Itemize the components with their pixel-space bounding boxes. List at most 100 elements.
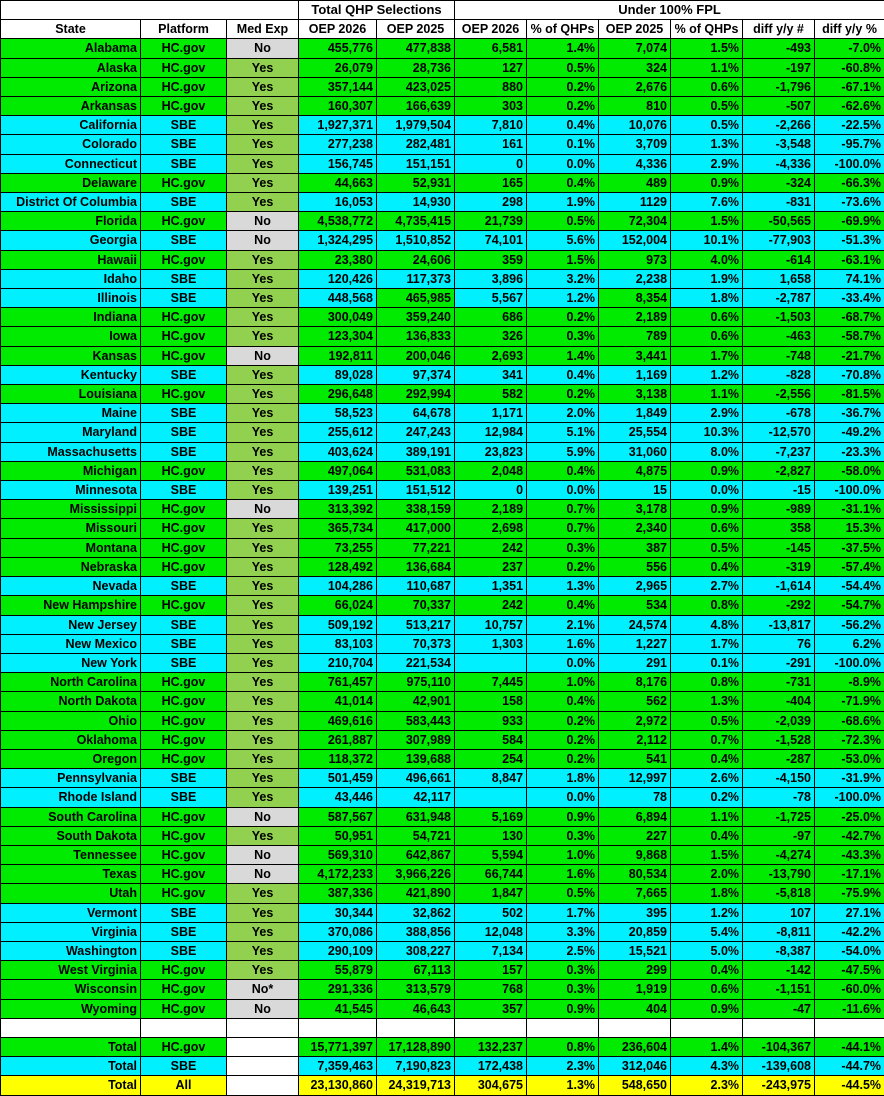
cell-tot2025[interactable]: 54,721 [377, 826, 455, 845]
cell-tot2025[interactable]: 139,688 [377, 749, 455, 768]
cell-diffpct[interactable]: -33.4% [815, 289, 884, 308]
cell-pct2026[interactable]: 0.0% [527, 481, 599, 500]
cell-diffnum[interactable]: -2,556 [743, 385, 815, 404]
cell-pct2026[interactable]: 1.4% [527, 346, 599, 365]
cell-fpl2026[interactable]: 1,303 [455, 634, 527, 653]
cell-fpl2026[interactable]: 132,237 [455, 1037, 527, 1056]
cell-medexp[interactable]: Yes [227, 884, 299, 903]
cell-diffnum[interactable]: -4,150 [743, 769, 815, 788]
cell-diffnum[interactable]: -5,818 [743, 884, 815, 903]
cell-pct2026[interactable]: 0.7% [527, 500, 599, 519]
cell-tot2025[interactable]: 975,110 [377, 673, 455, 692]
cell-platform[interactable]: SBE [141, 903, 227, 922]
cell-fpl2025[interactable]: 534 [599, 596, 671, 615]
cell-fpl2025[interactable]: 236,604 [599, 1037, 671, 1056]
cell-diffnum[interactable]: -1,151 [743, 980, 815, 999]
cell-tot2025[interactable]: 531,083 [377, 461, 455, 480]
cell-tot2025[interactable]: 389,191 [377, 442, 455, 461]
cell-tot2026[interactable]: 15,771,397 [299, 1037, 377, 1056]
cell-state[interactable]: Oklahoma [1, 730, 141, 749]
cell-state[interactable]: Arizona [1, 77, 141, 96]
cell-fpl2025[interactable]: 2,965 [599, 577, 671, 596]
cell-diffnum[interactable]: 76 [743, 634, 815, 653]
cell-medexp[interactable]: Yes [227, 250, 299, 269]
cell-diffpct[interactable]: -17.1% [815, 865, 884, 884]
cell-medexp[interactable]: Yes [227, 423, 299, 442]
cell-pct2025[interactable]: 5.0% [671, 941, 743, 960]
cell-medexp[interactable]: Yes [227, 173, 299, 192]
cell-fpl2025[interactable]: 810 [599, 97, 671, 116]
cell-platform[interactable]: HC.gov [141, 673, 227, 692]
cell-diffpct[interactable]: -66.3% [815, 173, 884, 192]
cell-pct2026[interactable]: 2.1% [527, 615, 599, 634]
cell-state[interactable]: South Carolina [1, 807, 141, 826]
cell-state[interactable]: Total [1, 1037, 141, 1056]
cell-diffnum[interactable]: -3,548 [743, 135, 815, 154]
cell-tot2025[interactable]: 77,221 [377, 538, 455, 557]
cell-fpl2025[interactable]: 72,304 [599, 212, 671, 231]
cell-pct2026[interactable]: 0.2% [527, 749, 599, 768]
cell-diffpct[interactable]: -54.7% [815, 596, 884, 615]
cell-medexp[interactable]: Yes [227, 481, 299, 500]
cell-fpl2025[interactable]: 8,354 [599, 289, 671, 308]
cell-diffnum[interactable]: -142 [743, 961, 815, 980]
cell-tot2026[interactable]: 118,372 [299, 749, 377, 768]
cell-platform[interactable]: HC.gov [141, 807, 227, 826]
cell-diffpct[interactable]: -95.7% [815, 135, 884, 154]
cell-pct2025[interactable]: 2.9% [671, 404, 743, 423]
cell-fpl2026[interactable]: 66,744 [455, 865, 527, 884]
cell-platform[interactable]: HC.gov [141, 749, 227, 768]
cell-pct2025[interactable]: 0.8% [671, 673, 743, 692]
cell-tot2026[interactable]: 55,879 [299, 961, 377, 980]
cell-diffpct[interactable]: -67.1% [815, 77, 884, 96]
cell-pct2025[interactable]: 0.9% [671, 173, 743, 192]
cell-platform[interactable]: SBE [141, 615, 227, 634]
cell-pct2026[interactable]: 0.3% [527, 327, 599, 346]
cell-tot2025[interactable]: 166,639 [377, 97, 455, 116]
cell-platform[interactable]: SBE [141, 116, 227, 135]
cell-state[interactable]: Wisconsin [1, 980, 141, 999]
cell-pct2025[interactable]: 0.4% [671, 826, 743, 845]
cell-fpl2025[interactable]: 8,176 [599, 673, 671, 692]
cell-pct2025[interactable]: 0.6% [671, 980, 743, 999]
cell-tot2026[interactable]: 120,426 [299, 269, 377, 288]
cell-platform[interactable]: SBE [141, 788, 227, 807]
cell-diffnum[interactable]: -831 [743, 193, 815, 212]
cell-platform[interactable]: SBE [141, 577, 227, 596]
cell-medexp[interactable]: No [227, 845, 299, 864]
cell-diffpct[interactable]: -7.0% [815, 39, 884, 58]
cell-diffpct[interactable]: -49.2% [815, 423, 884, 442]
cell-fpl2026[interactable]: 21,739 [455, 212, 527, 231]
cell-fpl2025[interactable]: 78 [599, 788, 671, 807]
cell-diffnum[interactable]: -243,975 [743, 1076, 815, 1095]
cell-fpl2026[interactable]: 237 [455, 557, 527, 576]
cell-diffnum[interactable]: -15 [743, 481, 815, 500]
cell-pct2026[interactable]: 0.2% [527, 308, 599, 327]
cell-state[interactable]: Illinois [1, 289, 141, 308]
cell-diffnum[interactable]: -4,336 [743, 154, 815, 173]
cell-diffpct[interactable]: -44.7% [815, 1057, 884, 1076]
cell-pct2025[interactable]: 0.5% [671, 711, 743, 730]
cell-fpl2026[interactable]: 3,896 [455, 269, 527, 288]
cell-pct2025[interactable]: 2.6% [671, 769, 743, 788]
cell-platform[interactable]: HC.gov [141, 77, 227, 96]
cell-medexp[interactable]: Yes [227, 596, 299, 615]
cell-diffpct[interactable]: -53.0% [815, 749, 884, 768]
cell-tot2025[interactable]: 110,687 [377, 577, 455, 596]
cell-tot2025[interactable]: 465,985 [377, 289, 455, 308]
cell-tot2025[interactable]: 28,736 [377, 58, 455, 77]
cell-diffpct[interactable]: -70.8% [815, 365, 884, 384]
cell-tot2025[interactable]: 282,481 [377, 135, 455, 154]
cell-platform[interactable]: HC.gov [141, 173, 227, 192]
cell-diffnum[interactable]: -678 [743, 404, 815, 423]
cell-pct2025[interactable]: 2.3% [671, 1076, 743, 1095]
cell-medexp[interactable]: Yes [227, 289, 299, 308]
cell-diffpct[interactable]: -100.0% [815, 481, 884, 500]
cell-tot2025[interactable]: 151,512 [377, 481, 455, 500]
cell-pct2026[interactable]: 0.9% [527, 807, 599, 826]
cell-tot2026[interactable]: 16,053 [299, 193, 377, 212]
cell-state[interactable]: Mississippi [1, 500, 141, 519]
cell-platform[interactable]: HC.gov [141, 999, 227, 1018]
cell-medexp[interactable]: Yes [227, 58, 299, 77]
cell-tot2026[interactable]: 73,255 [299, 538, 377, 557]
